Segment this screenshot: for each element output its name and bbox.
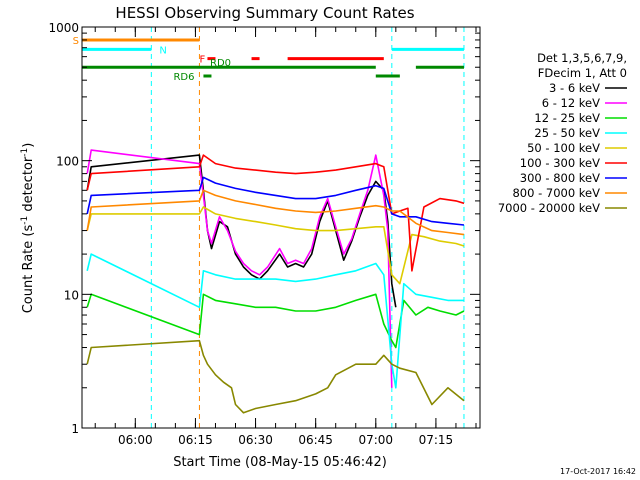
y-axis-label-end: )	[21, 143, 36, 148]
x-tick-label-2: 06:30	[238, 433, 273, 447]
series-line-1	[86, 149, 393, 388]
series-line-3	[86, 253, 464, 389]
x-axis-label: Start Time (08-May-15 05:46:42)	[173, 455, 387, 470]
legend-label-1: 6 - 12 keV	[542, 96, 600, 110]
series-line-6	[86, 176, 465, 226]
y-tick-label-2: 100	[56, 155, 79, 169]
state-bar-label-3: RD0	[210, 58, 231, 69]
state-bar-label-1: N	[159, 45, 166, 56]
x-tick-label-3: 06:45	[298, 433, 333, 447]
legend-header-line-1: FDecim 1, Att 0	[538, 66, 627, 80]
state-bar-label-4: RD6	[173, 72, 194, 83]
legend-header-line-0: Det 1,3,5,6,7,9,	[537, 51, 627, 65]
legend-label-4: 50 - 100 keV	[527, 141, 600, 155]
legend-label-7: 800 - 7000 keV	[512, 186, 600, 200]
y-tick-label-0: 1	[71, 422, 79, 436]
footer-timestamp: 17-Oct-2017 16:42	[560, 467, 636, 476]
y-axis-label-sup1: -1	[20, 216, 30, 225]
legend-label-8: 7000 - 20000 keV	[498, 201, 600, 215]
y-axis-label-main: Count Rate (s	[21, 225, 36, 314]
series-layer	[86, 149, 465, 414]
state-bar-label-2: F	[199, 55, 205, 66]
x-tick-label-0: 06:00	[118, 433, 153, 447]
series-line-7	[86, 189, 465, 236]
plot-frame	[81, 26, 481, 429]
legend-label-0: 3 - 6 keV	[549, 81, 600, 95]
x-tick-label-5: 07:15	[419, 433, 454, 447]
chart-title: HESSI Observing Summary Count Rates	[115, 4, 414, 22]
legend-label-3: 25 - 50 keV	[534, 126, 600, 140]
state-bars-layer: S N F RD0 RD6	[73, 36, 464, 83]
state-bar-label-0: S	[73, 36, 79, 47]
y-axis-label-mid: detector	[21, 156, 36, 216]
x-tick-label-4: 07:00	[358, 433, 393, 447]
series-line-0	[86, 154, 397, 308]
series-line-4	[86, 206, 465, 285]
y-axis-label-sup2: -1	[20, 148, 30, 157]
x-tick-label-1: 06:15	[178, 433, 213, 447]
y-axis-label: Count Rate (s-1 detector-1)	[20, 143, 36, 314]
legend-label-5: 100 - 300 keV	[520, 156, 600, 170]
y-tick-label-1: 10	[64, 288, 79, 302]
legend-label-2: 12 - 25 keV	[534, 111, 600, 125]
series-line-8	[86, 339, 465, 414]
series-line-5	[86, 154, 465, 272]
y-tick-label-3: 1000	[48, 21, 79, 35]
series-line-2	[86, 293, 465, 349]
legend: Det 1,3,5,6,7,9,FDecim 1, Att 03 - 6 keV…	[498, 51, 627, 215]
legend-label-6: 300 - 800 keV	[520, 171, 600, 185]
axes-layer: 1 10 100 1000 06:00 06:15 06:30 06:45 07:00 07:15	[48, 21, 480, 447]
